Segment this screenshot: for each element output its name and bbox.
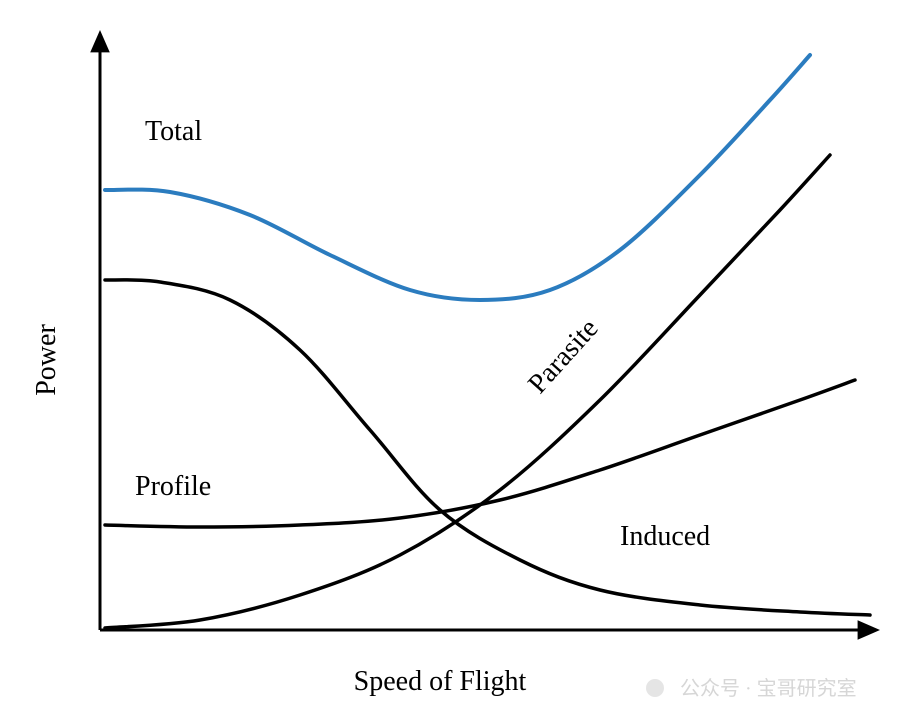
total-label: Total	[145, 116, 202, 147]
parasite-label: Parasite	[522, 313, 604, 400]
power-vs-speed-chart: Power Speed of Flight Total Induced Prof…	[0, 0, 916, 724]
x-axis-label: Speed of Flight	[354, 666, 527, 697]
x-axis-arrow	[858, 620, 880, 640]
watermark-icon	[646, 679, 664, 697]
profile-label: Profile	[135, 471, 211, 502]
chart-svg: Power Speed of Flight Total Induced Prof…	[0, 0, 916, 724]
induced-label: Induced	[620, 521, 710, 552]
parasite-curve	[105, 155, 830, 628]
y-axis-label: Power	[31, 324, 62, 396]
total-curve	[105, 55, 810, 300]
induced-curve	[105, 280, 870, 615]
watermark-text: 公众号 · 宝哥研究室	[680, 677, 857, 700]
y-axis-arrow	[90, 30, 110, 52]
